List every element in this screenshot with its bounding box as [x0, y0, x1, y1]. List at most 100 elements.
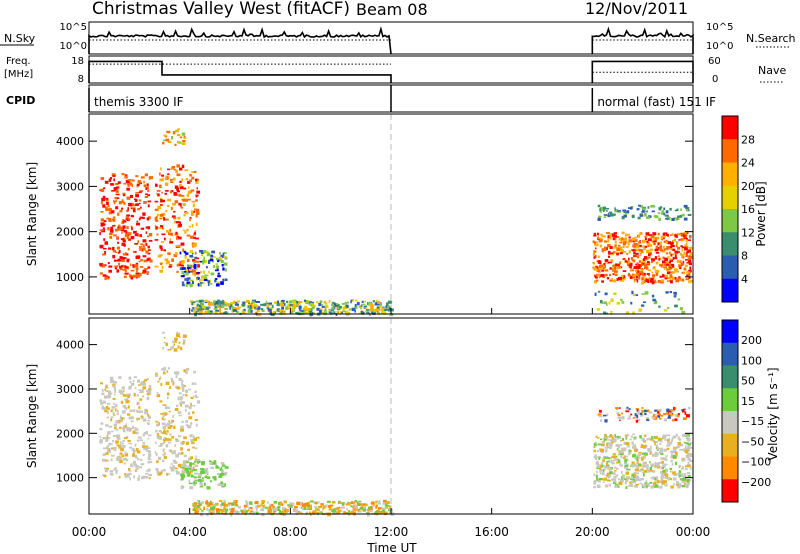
scatter-cell: [117, 181, 121, 184]
scatter-cell: [608, 255, 611, 258]
scatter-cell: [99, 231, 101, 236]
scatter-cell: [194, 273, 196, 277]
scatter-cell: [307, 501, 311, 504]
colorbar-frame: [721, 115, 739, 303]
scatter-cell: [141, 380, 145, 384]
scatter-cell: [679, 252, 683, 256]
scatter-cell: [666, 408, 670, 412]
scatter-cell: [120, 265, 123, 268]
scatter-cell: [220, 304, 225, 309]
scatter-cell: [643, 256, 648, 260]
scatter-cell: [605, 450, 607, 453]
scatter-cell: [140, 245, 143, 248]
scatter-cell: [112, 446, 117, 450]
scatter-cell: [625, 410, 630, 413]
scatter-cell: [230, 302, 234, 305]
scatter-cell: [118, 457, 121, 461]
scatter-cell: [374, 511, 378, 514]
scatter-cell: [107, 227, 110, 231]
scatter-cell: [654, 238, 657, 242]
scatter-cell: [154, 224, 157, 227]
scatter-cell: [606, 472, 610, 475]
scatter-cell: [604, 466, 606, 469]
scatter-cell: [285, 306, 288, 310]
scatter-cell: [647, 245, 650, 248]
scatter-cell: [167, 140, 172, 143]
scatter-cell: [605, 247, 608, 251]
scatter-cell: [686, 252, 688, 257]
xtick-label: 16:00: [474, 525, 509, 539]
noise-right-tick-bottom: 10^0: [706, 41, 733, 52]
scatter-cell: [667, 478, 670, 481]
scatter-cell: [683, 267, 687, 271]
scatter-cell: [159, 245, 163, 249]
scatter-cell: [646, 417, 649, 419]
scatter-cell: [120, 238, 125, 241]
scatter-cell: [123, 229, 127, 233]
scatter-cell: [632, 275, 636, 278]
colorbar-segment: [722, 209, 738, 233]
scatter-cell: [180, 425, 184, 429]
scatter-cell: [211, 250, 216, 254]
scatter-cell: [131, 448, 134, 452]
scatter-cell: [669, 409, 673, 413]
scatter-cell: [656, 479, 660, 484]
scatter-cell: [173, 348, 178, 352]
colorbar-segment: [722, 342, 738, 366]
scatter-cell: [124, 233, 128, 238]
scatter-cell: [670, 253, 675, 256]
scatter-cell: [688, 273, 691, 277]
scatter-cell: [675, 279, 679, 283]
scatter-cell: [642, 241, 645, 244]
freq-label-line2: [MHz]: [4, 69, 33, 80]
scatter-cell: [110, 226, 114, 230]
scatter-cell: [681, 254, 685, 257]
scatter-cell: [119, 443, 122, 446]
scatter-cell: [663, 480, 667, 483]
scatter-cell: [634, 413, 638, 417]
scatter-cell: [109, 177, 112, 180]
scatter-cell: [354, 305, 358, 309]
scatter-cell: [142, 382, 147, 386]
scatter-cell: [616, 448, 619, 451]
scatter-cell: [202, 470, 204, 472]
scatter-cell: [642, 444, 647, 448]
scatter-cell: [113, 187, 118, 191]
scatter-cell: [658, 408, 662, 412]
scatter-cell: [605, 464, 610, 467]
scatter-cell: [112, 246, 115, 251]
scatter-cell: [155, 219, 159, 222]
scatter-cell: [120, 267, 123, 271]
scatter-cell: [665, 291, 669, 294]
scatter-cell: [164, 218, 169, 221]
scatter-cell: [637, 254, 642, 257]
scatter-cell: [206, 513, 209, 517]
scatter-cell: [191, 213, 195, 216]
scatter-cell: [145, 231, 148, 234]
scatter-cell: [200, 484, 203, 487]
scatter-cell: [599, 471, 602, 475]
scatter-cell: [142, 239, 147, 243]
scatter-cell: [629, 481, 633, 484]
scatter-cell: [156, 233, 159, 236]
scatter-cell: [177, 128, 180, 131]
scatter-cell: [194, 509, 197, 513]
scatter-cell: [218, 308, 221, 313]
scatter-cell: [295, 312, 298, 314]
scatter-cell: [336, 511, 340, 515]
scatter-cell: [118, 446, 122, 449]
scatter-cell: [672, 248, 676, 252]
scatter-cell: [625, 212, 627, 216]
scatter-cell: [683, 473, 686, 476]
scatter-cell: [595, 461, 599, 465]
scatter-cell: [134, 454, 138, 459]
scatter-cell: [674, 413, 678, 418]
scatter-cell: [147, 266, 151, 269]
scatter-cell: [633, 438, 636, 441]
scatter-cell: [600, 274, 605, 278]
scatter-cell: [116, 444, 120, 447]
scatter-cell: [654, 413, 657, 417]
scatter-cell: [638, 264, 642, 267]
scatter-cell: [665, 468, 667, 472]
scatter-cell: [594, 292, 597, 296]
